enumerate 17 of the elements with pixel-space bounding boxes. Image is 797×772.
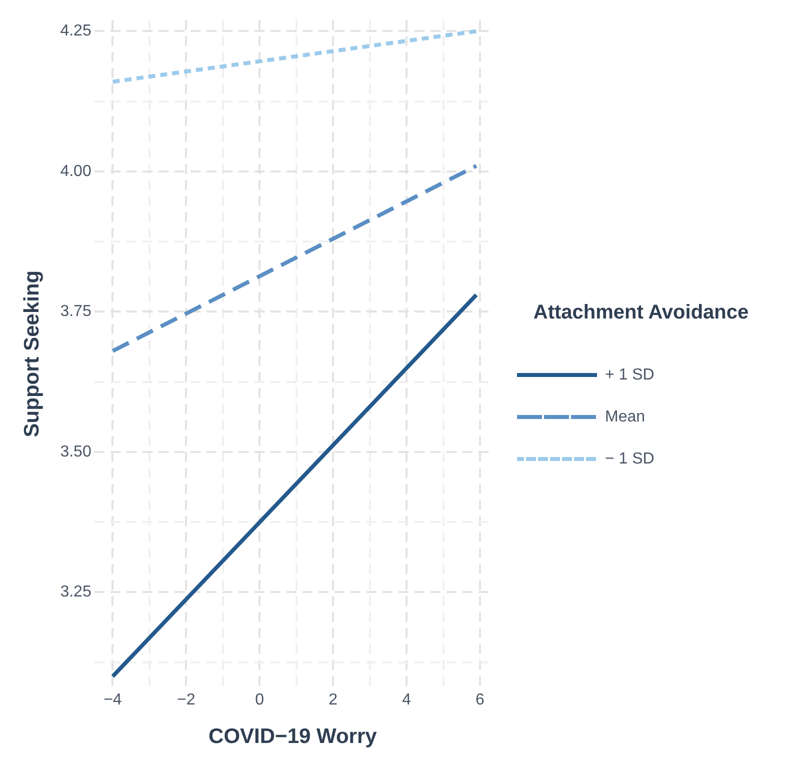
y-tick-label: 3.50 — [60, 443, 92, 460]
y-tick-label: 3.25 — [60, 584, 92, 601]
y-tick-label: 4.25 — [60, 22, 92, 40]
x-tick-label: 2 — [328, 692, 338, 709]
x-tick-label: 4 — [402, 692, 412, 709]
legend-title: Attachment Avoidance — [533, 302, 749, 324]
x-axis-title: COVID−19 Worry — [208, 725, 378, 748]
legend-label: + 1 SD — [605, 366, 654, 384]
legend-label: Mean — [605, 408, 646, 426]
x-tick-label: −2 — [177, 692, 196, 709]
legend-label: − 1 SD — [605, 450, 654, 468]
x-tick-label: −4 — [104, 692, 122, 709]
y-tick-label: 4.00 — [60, 162, 92, 180]
x-tick-label: 6 — [476, 692, 485, 709]
y-tick-label: 3.75 — [60, 303, 92, 320]
y-axis-title: Support Seeking — [20, 270, 44, 438]
x-tick-label: 0 — [255, 692, 264, 709]
